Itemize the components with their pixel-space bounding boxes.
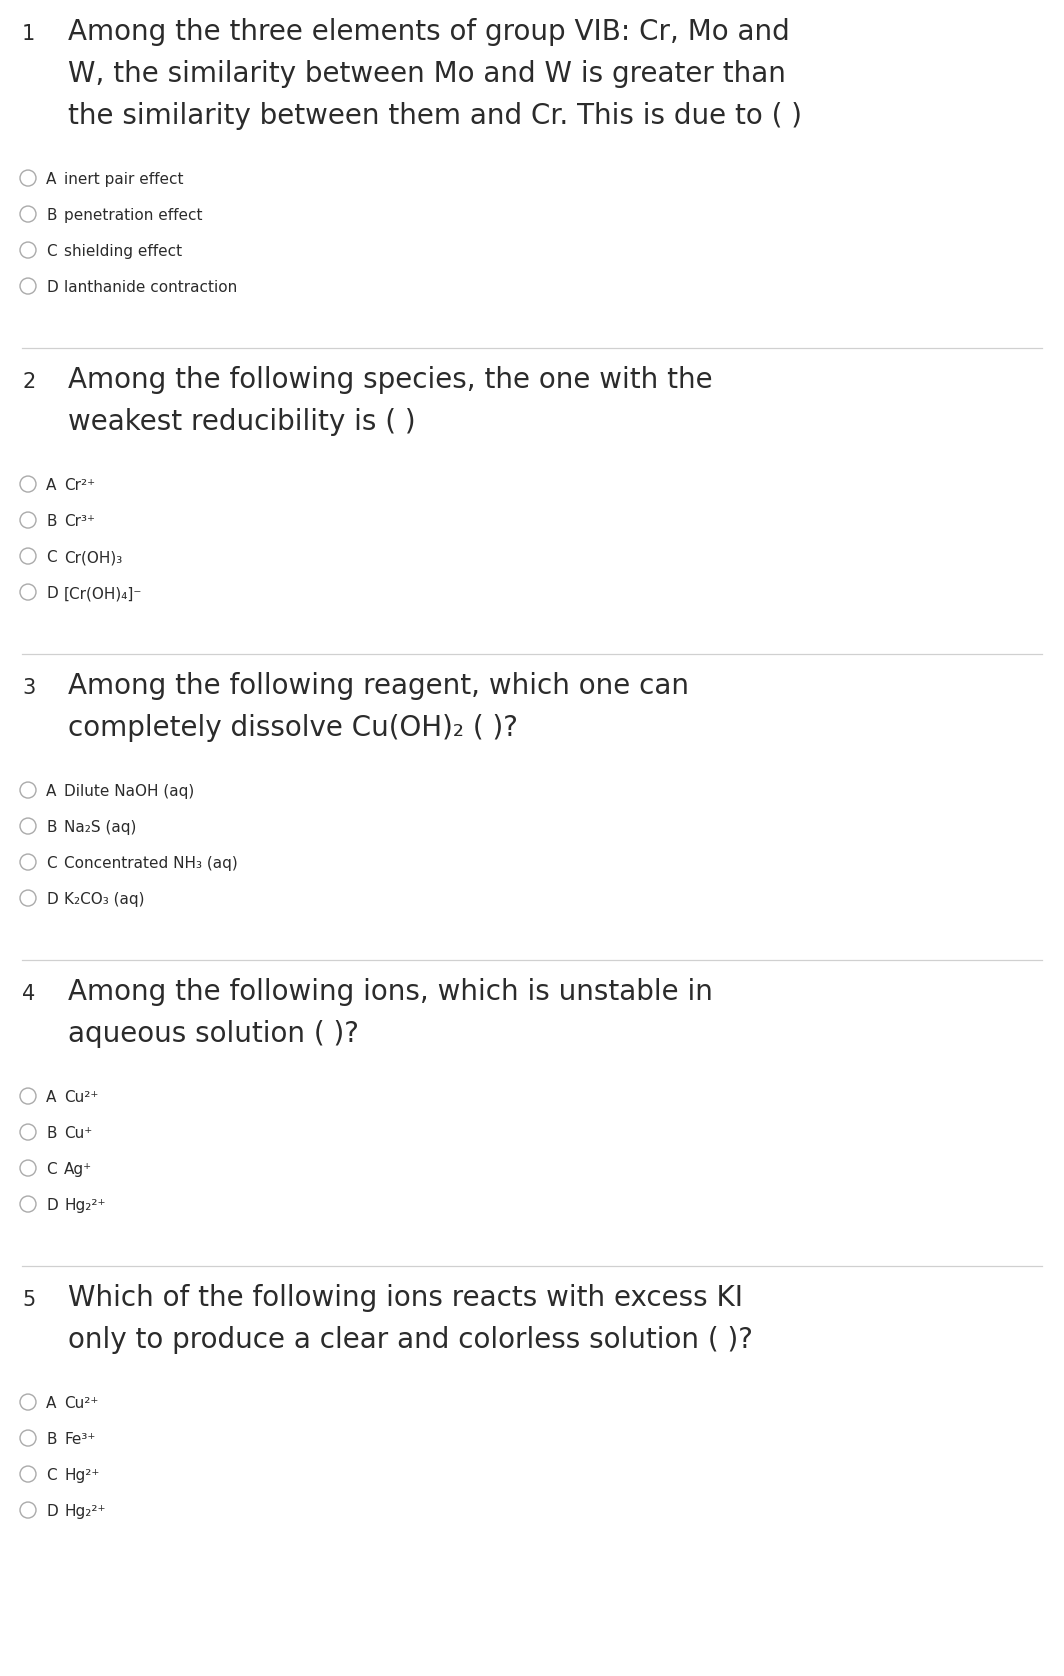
Text: Hg₂²⁺: Hg₂²⁺: [64, 1503, 105, 1518]
Text: Cu⁺: Cu⁺: [64, 1126, 93, 1141]
Text: Hg²⁺: Hg²⁺: [64, 1468, 99, 1483]
Text: Cr(OH)₃: Cr(OH)₃: [64, 550, 122, 565]
Text: C: C: [46, 550, 56, 565]
Text: Cr³⁺: Cr³⁺: [64, 515, 95, 530]
Text: Among the following species, the one with the: Among the following species, the one wit…: [68, 365, 713, 394]
Text: B: B: [46, 1431, 56, 1446]
Text: Cu²⁺: Cu²⁺: [64, 1396, 98, 1411]
Text: B: B: [46, 515, 56, 530]
Text: C: C: [46, 856, 56, 872]
Text: Concentrated NH₃ (aq): Concentrated NH₃ (aq): [64, 856, 237, 872]
Text: completely dissolve Cu(OH)₂ ( )?: completely dissolve Cu(OH)₂ ( )?: [68, 714, 518, 742]
Text: W, the similarity between Mo and W is greater than: W, the similarity between Mo and W is gr…: [68, 60, 786, 89]
Text: aqueous solution ( )?: aqueous solution ( )?: [68, 1021, 359, 1048]
Text: Dilute NaOH (aq): Dilute NaOH (aq): [64, 784, 195, 799]
Text: shielding effect: shielding effect: [64, 245, 182, 260]
Text: 4: 4: [22, 984, 35, 1004]
Text: B: B: [46, 208, 56, 223]
Text: Which of the following ions reacts with excess KI: Which of the following ions reacts with …: [68, 1284, 743, 1312]
Text: Na₂S (aq): Na₂S (aq): [64, 820, 136, 835]
Text: penetration effect: penetration effect: [64, 208, 202, 223]
Text: 1: 1: [22, 23, 35, 44]
Text: A: A: [46, 1396, 56, 1411]
Text: A: A: [46, 478, 56, 493]
Text: D: D: [46, 1198, 57, 1213]
Text: D: D: [46, 1503, 57, 1518]
Text: 2: 2: [22, 372, 35, 392]
Text: Fe³⁺: Fe³⁺: [64, 1431, 96, 1446]
Text: D: D: [46, 280, 57, 295]
Text: B: B: [46, 1126, 56, 1141]
Text: C: C: [46, 245, 56, 260]
Text: Among the following reagent, which one can: Among the following reagent, which one c…: [68, 672, 689, 701]
Text: A: A: [46, 173, 56, 188]
Text: 3: 3: [22, 679, 35, 697]
Text: lanthanide contraction: lanthanide contraction: [64, 280, 237, 295]
Text: A: A: [46, 784, 56, 799]
Text: A: A: [46, 1089, 56, 1104]
Text: 5: 5: [22, 1291, 35, 1311]
Text: only to produce a clear and colorless solution ( )?: only to produce a clear and colorless so…: [68, 1326, 753, 1354]
Text: Among the following ions, which is unstable in: Among the following ions, which is unsta…: [68, 979, 713, 1006]
Text: the similarity between them and Cr. This is due to ( ): the similarity between them and Cr. This…: [68, 102, 802, 131]
Text: D: D: [46, 892, 57, 907]
Text: Hg₂²⁺: Hg₂²⁺: [64, 1198, 105, 1213]
Text: weakest reducibility is ( ): weakest reducibility is ( ): [68, 407, 416, 436]
Text: Cu²⁺: Cu²⁺: [64, 1089, 98, 1104]
Text: [Cr(OH)₄]⁻: [Cr(OH)₄]⁻: [64, 587, 143, 602]
Text: inert pair effect: inert pair effect: [64, 173, 183, 188]
Text: D: D: [46, 587, 57, 602]
Text: Among the three elements of group VIB: Cr, Mo and: Among the three elements of group VIB: C…: [68, 18, 789, 45]
Text: C: C: [46, 1161, 56, 1177]
Text: Ag⁺: Ag⁺: [64, 1161, 93, 1177]
Text: K₂CO₃ (aq): K₂CO₃ (aq): [64, 892, 145, 907]
Text: C: C: [46, 1468, 56, 1483]
Text: Cr²⁺: Cr²⁺: [64, 478, 95, 493]
Text: B: B: [46, 820, 56, 835]
